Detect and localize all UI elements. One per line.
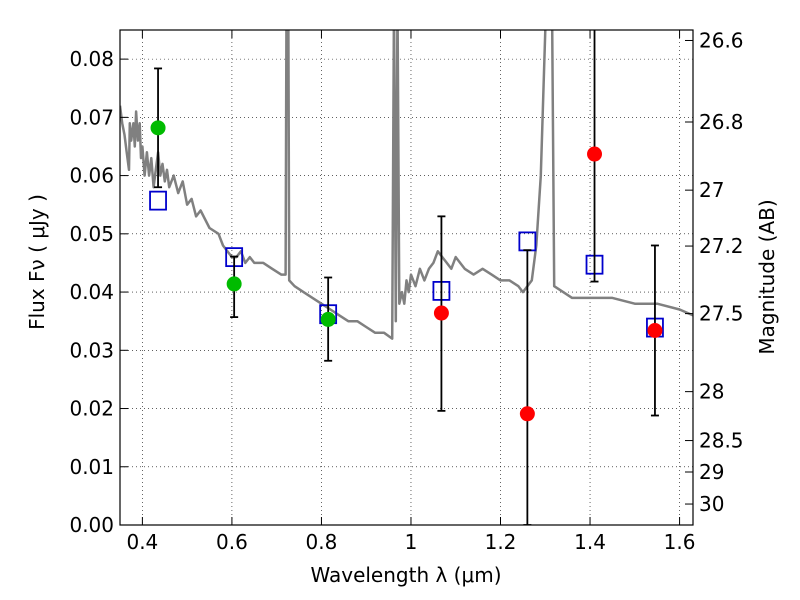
y2-tick-label: 26.6: [699, 28, 744, 52]
photometry-point: [150, 120, 166, 136]
plot-area: [120, 30, 693, 525]
y-tick-label: 0.01: [69, 455, 114, 479]
y2-tick-label: 30: [699, 492, 724, 516]
photometry-point: [647, 322, 663, 338]
x-tick-label: 1.4: [574, 530, 606, 554]
axes: 0.4 0.6 0.8 1 1.2 1.4 1.6 0.00 0.01 0.02 0.03 0.04 0…: [69, 28, 743, 554]
x-tick-label: 0.4: [126, 530, 158, 554]
y-tick-label: 0.06: [69, 164, 114, 188]
grid-lines: [120, 30, 693, 526]
y-axis-title: Flux Fν ( μJy ): [25, 194, 49, 330]
y-tick-label: 0.03: [69, 338, 114, 362]
y2-tick-label: 27: [699, 178, 724, 202]
y-tick-label: 0.00: [69, 513, 114, 537]
y2-tick-label: 27.5: [699, 302, 744, 326]
y2-tick-label: 26.8: [699, 110, 744, 134]
x-axis-title: Wavelength λ (μm): [310, 563, 501, 587]
photometry-point: [587, 146, 603, 162]
y-tick-label: 0.08: [69, 47, 114, 71]
y-tick-label: 0.04: [69, 280, 114, 304]
y-tick-label: 0.05: [69, 222, 114, 246]
y2-tick-label: 28: [699, 380, 724, 404]
sed-model-line: [120, 30, 693, 340]
y2-tick-label: 29: [699, 460, 724, 484]
photometry-point: [433, 305, 449, 321]
y2-tick-label: 27.2: [699, 234, 744, 258]
y2-tick-label: 28.5: [699, 429, 744, 453]
photometry-point: [320, 311, 336, 327]
plot-frame: [119, 29, 694, 526]
x-tick-label: 1.2: [485, 530, 517, 554]
model-square-point: [149, 190, 167, 211]
y-tick-label: 0.07: [69, 105, 114, 129]
x-tick-label: 1: [405, 530, 418, 554]
x-tick-label: 1.6: [664, 530, 696, 554]
x-tick-label: 0.6: [216, 530, 248, 554]
photometry-point: [519, 406, 535, 422]
y-tick-label: 0.02: [69, 397, 114, 421]
photometry-point: [226, 276, 242, 292]
plot-background: [120, 30, 693, 525]
y2-axis-title: Magnitude (AB): [755, 199, 779, 354]
x-tick-label: 0.8: [306, 530, 338, 554]
